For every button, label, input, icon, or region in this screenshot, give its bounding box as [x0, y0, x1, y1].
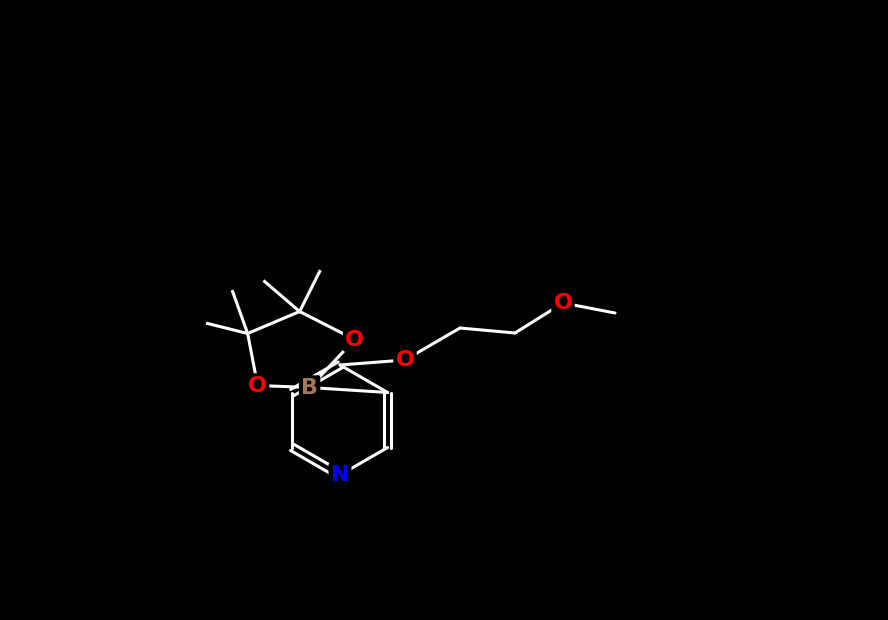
Text: B: B [301, 378, 318, 397]
Text: N: N [330, 465, 349, 485]
Text: O: O [395, 350, 415, 370]
Text: O: O [345, 329, 364, 350]
Text: O: O [248, 376, 267, 396]
Text: O: O [553, 293, 573, 313]
